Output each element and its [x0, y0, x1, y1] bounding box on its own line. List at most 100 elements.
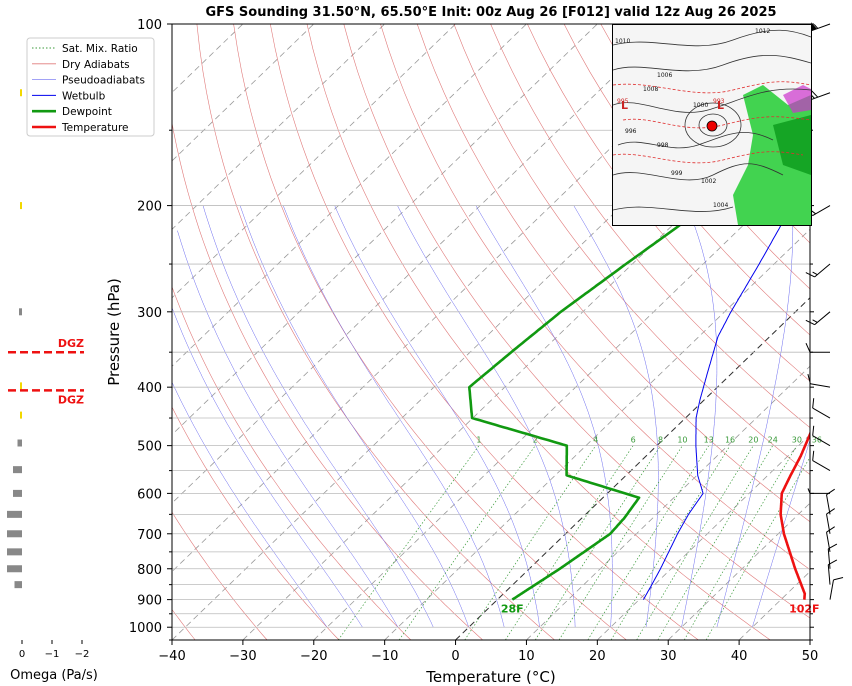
- barb-staff: [829, 579, 834, 600]
- barb-full: [805, 319, 815, 326]
- barb-full: [812, 450, 815, 461]
- y-tick-label: 800: [137, 563, 162, 578]
- y-axis: 100 200 300 400 500 600 700 800 900 1000: [129, 18, 814, 641]
- barb-half: [813, 24, 819, 29]
- barb-full: [826, 488, 835, 496]
- barb-full: [812, 398, 815, 409]
- low-label-west: L: [621, 99, 628, 112]
- dewpoint-line: [468, 128, 810, 601]
- wind-barb: [827, 543, 838, 569]
- isotherm-line: [172, 24, 810, 640]
- isotherm-line: [313, 160, 810, 640]
- barb-full: [828, 543, 838, 550]
- wind-barb: [811, 22, 831, 32]
- barb-half: [812, 319, 818, 323]
- isobar-label: 1000: [693, 102, 708, 109]
- x-tick-label: 50: [802, 649, 819, 664]
- dry-adiabat: [380, 24, 810, 571]
- barb-full: [805, 342, 811, 353]
- x-axis: −40 −30 −20 −10 0 10 20 30 40 50: [158, 640, 818, 664]
- pseudoadiabat: [172, 306, 363, 628]
- legend-entry: Pseudoadiabats: [62, 75, 145, 87]
- surface-value-labels: 102F 28F: [501, 603, 820, 616]
- barb-half: [812, 271, 818, 276]
- mixing-ratio-label: 10: [677, 436, 687, 445]
- legend-entry: Temperature: [61, 122, 129, 134]
- mixing-ratio-labels: 1 2 4 6 8 10 13 16 20 24 30 36: [476, 436, 821, 445]
- mixing-ratio-line: [636, 445, 754, 640]
- dgz-label: DGZ: [58, 337, 84, 350]
- wind-barb: [812, 450, 831, 472]
- mixing-ratio-line: [505, 445, 634, 640]
- mixing-ratio-label: 13: [704, 436, 714, 445]
- y-axis-label: Pressure (hPa): [105, 278, 123, 386]
- dry-adiabat: [490, 24, 810, 429]
- thickness-lines: [613, 81, 811, 164]
- background-lines: [172, 24, 810, 640]
- isobar-label: 998: [657, 142, 669, 149]
- x-tick-label: 30: [660, 649, 677, 664]
- mixing-ratio-line: [534, 445, 661, 640]
- barb-staff: [810, 383, 831, 388]
- legend-entry: Dry Adiabats: [62, 59, 130, 71]
- barb-staff: [812, 407, 831, 419]
- pseudoadiabat: [202, 205, 434, 628]
- zero-isotherm: [455, 297, 810, 640]
- omega-axis-label: Omega (Pa/s): [10, 668, 98, 683]
- plot-frame: [171, 23, 811, 641]
- isobar-label: 1006: [657, 72, 672, 79]
- surface-dewpoint-label: 28F: [501, 603, 524, 616]
- dry-adiabat: [416, 24, 810, 523]
- temperature-line: [779, 430, 810, 601]
- isotherm-line: [172, 24, 669, 504]
- isotherm-line: [172, 24, 527, 367]
- x-axis-label: Temperature (°C): [425, 668, 555, 686]
- omega-bar: [20, 411, 22, 419]
- x-tick-label: −30: [229, 649, 256, 664]
- precip-area: [733, 85, 811, 225]
- barb-full: [833, 577, 844, 581]
- legend-entry: Sat. Mix. Ratio: [62, 43, 138, 55]
- legend-entry: Dewpoint: [62, 106, 112, 118]
- surface-temperature-label: 102F: [789, 603, 819, 616]
- isotherm-line: [242, 91, 810, 640]
- wetbulb-line: [642, 175, 810, 600]
- barb-full: [805, 272, 815, 278]
- x-tick-label: 20: [589, 649, 606, 664]
- legend-entry: Wetbulb: [62, 90, 106, 102]
- omega-bar: [7, 510, 22, 518]
- mixing-ratio-label: 4: [593, 436, 598, 445]
- mixing-ratio-label: 6: [631, 436, 636, 445]
- barb-pennant: [811, 22, 817, 31]
- isobar-label: 996: [625, 128, 637, 135]
- legend: Sat. Mix. Ratio Dry Adiabats Pseudoadiabat…: [26, 37, 155, 137]
- pseudoadiabat: [177, 230, 399, 628]
- omega-bar: [13, 489, 22, 497]
- mixing-ratio-line: [398, 445, 536, 640]
- omega-tick-label: 0: [19, 649, 25, 660]
- isotherm-line: [172, 24, 740, 573]
- x-tick-label: −10: [371, 649, 398, 664]
- mixing-ratio-label: 2: [533, 436, 538, 445]
- isobar-label: 1008: [643, 86, 658, 93]
- omega-bar: [19, 308, 22, 316]
- wind-barb: [805, 311, 831, 326]
- x-tick-label: 40: [731, 649, 748, 664]
- dry-adiabat: [453, 24, 810, 475]
- pseudoadiabat: [716, 205, 794, 628]
- wind-barb: [812, 425, 831, 447]
- pseudoadiabat: [397, 205, 576, 628]
- omega-bar: [7, 565, 22, 573]
- isotherm-line: [172, 24, 598, 436]
- x-tick-label: −20: [300, 649, 327, 664]
- profile-lines: [468, 128, 810, 601]
- wind-barbs: [804, 22, 844, 600]
- mixing-ratio-line: [558, 445, 683, 640]
- dry-adiabat: [172, 121, 483, 640]
- x-tick-label: −40: [158, 649, 185, 664]
- barb-staff: [827, 548, 831, 569]
- omega-bar: [17, 439, 22, 447]
- omega-bar: [20, 202, 22, 210]
- barb-staff: [826, 494, 831, 515]
- x-tick-label: 0: [451, 649, 459, 664]
